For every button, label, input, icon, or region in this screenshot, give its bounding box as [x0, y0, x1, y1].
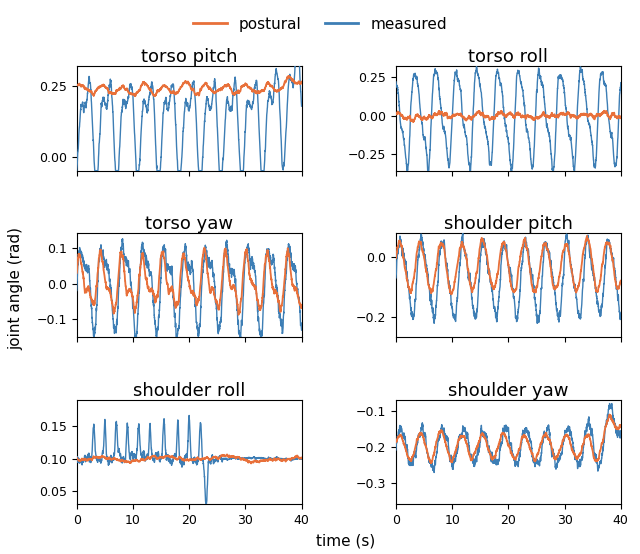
Title: shoulder roll: shoulder roll	[133, 382, 245, 400]
Legend: postural, measured: postural, measured	[187, 11, 453, 38]
Text: joint angle (rad): joint angle (rad)	[8, 227, 24, 350]
Title: shoulder pitch: shoulder pitch	[444, 215, 573, 233]
Title: torso yaw: torso yaw	[145, 215, 233, 233]
Text: time (s): time (s)	[316, 534, 375, 548]
Title: torso pitch: torso pitch	[141, 48, 237, 66]
Title: shoulder yaw: shoulder yaw	[448, 382, 569, 400]
Title: torso roll: torso roll	[468, 48, 548, 66]
